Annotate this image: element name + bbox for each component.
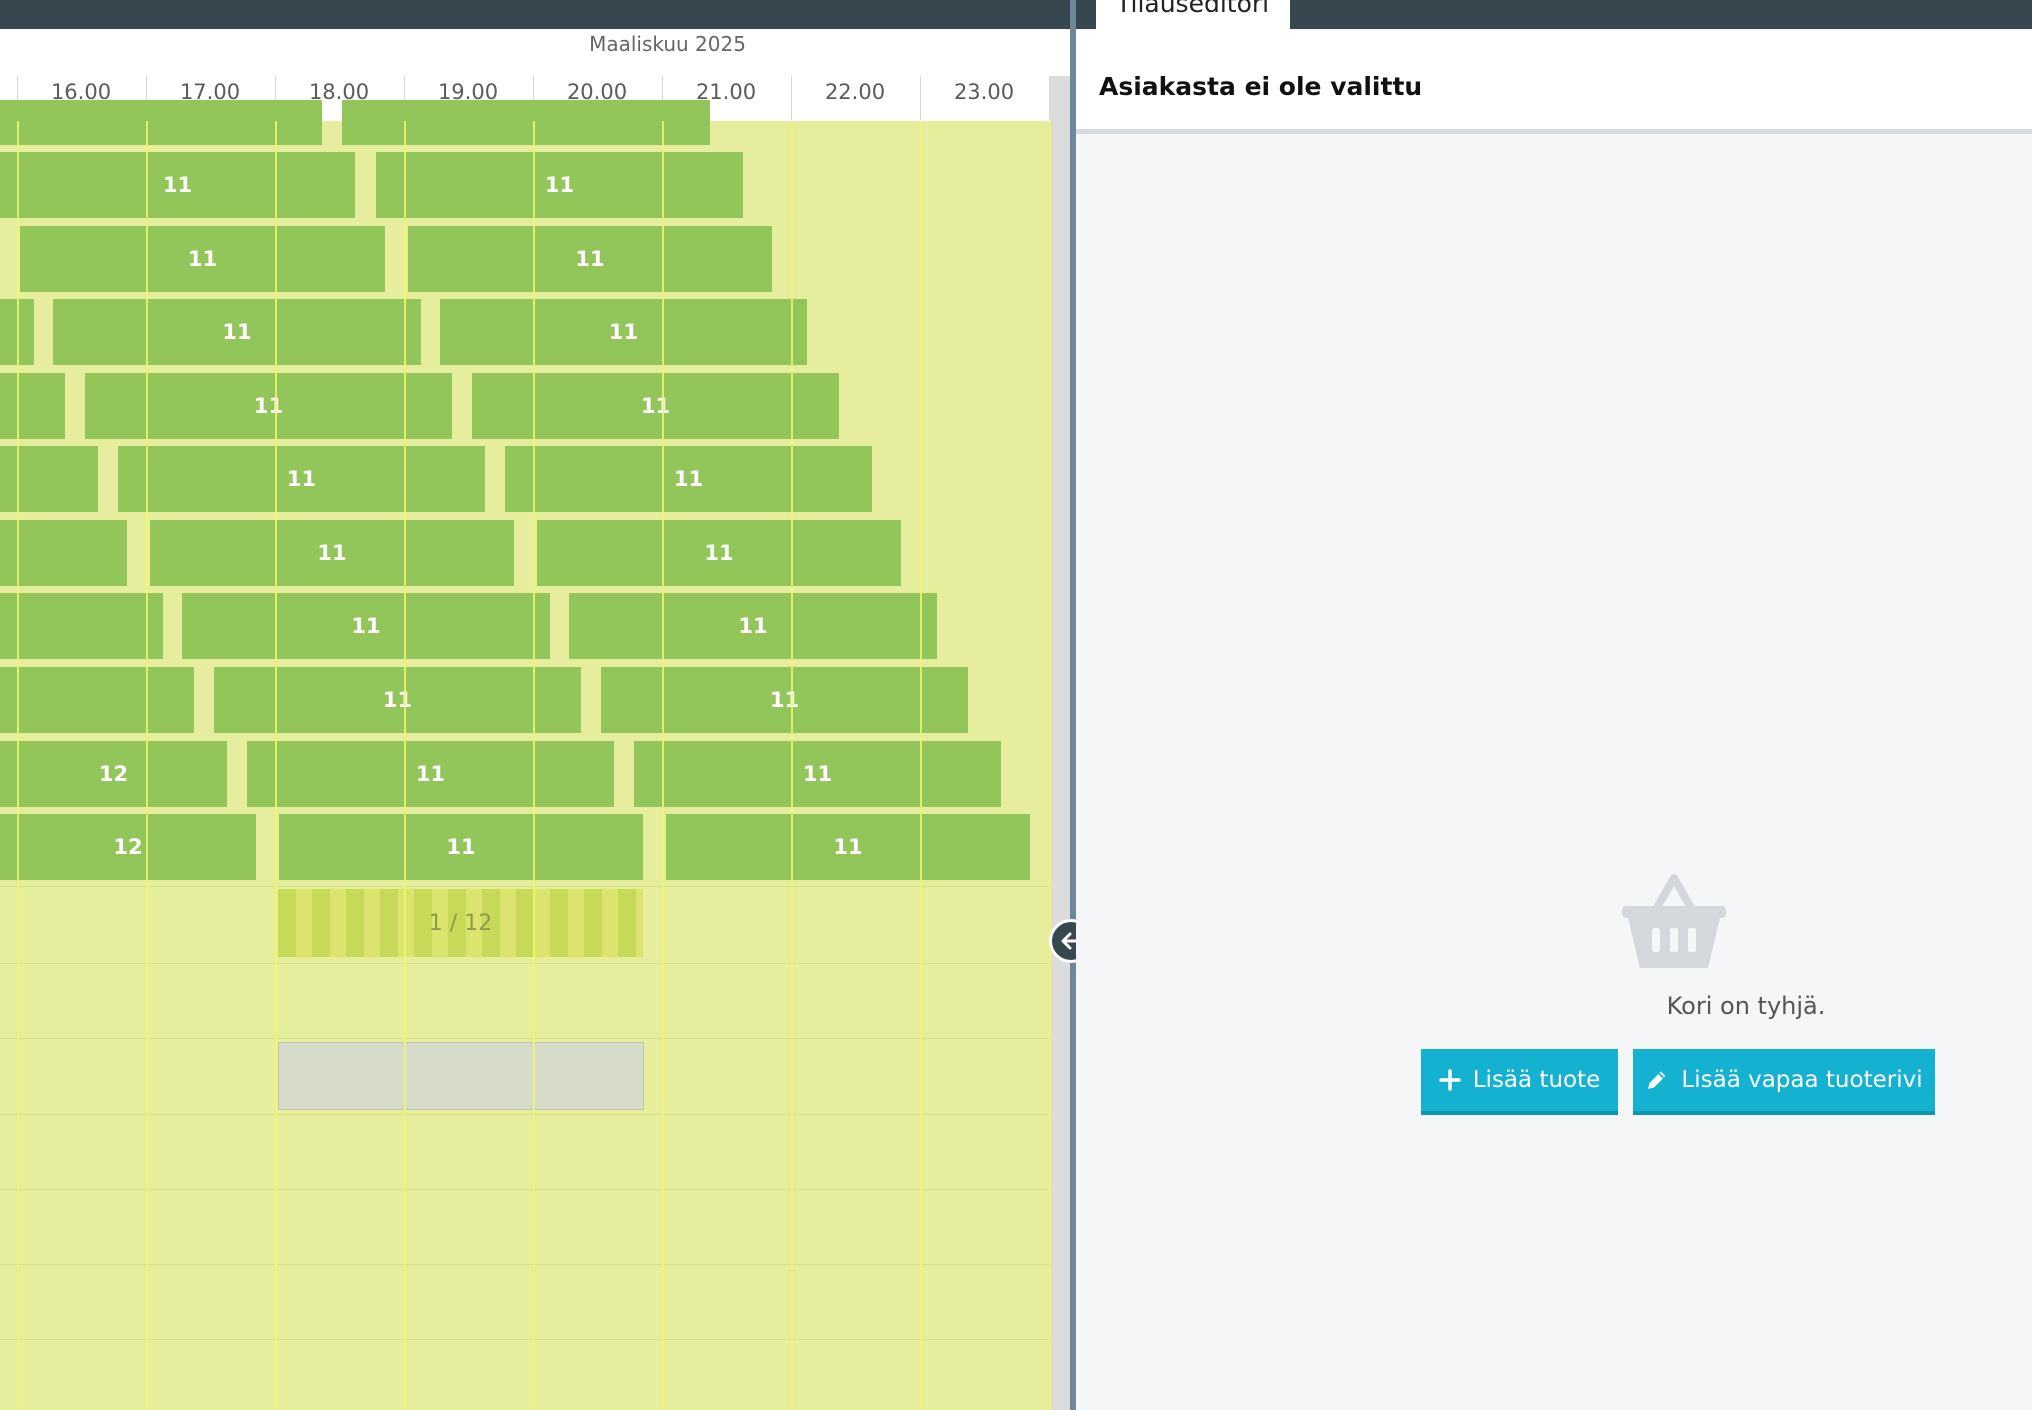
empty-cart-message: Kori on tyhjä. <box>1666 992 1826 1020</box>
hour-guide-line <box>275 121 277 1410</box>
booking-block[interactable]: 11 <box>537 520 901 586</box>
booking-block[interactable]: 11 <box>0 152 355 218</box>
hour-tick <box>275 76 276 120</box>
booking-block[interactable] <box>0 593 163 659</box>
booking-block[interactable]: 11 <box>279 814 643 880</box>
booking-block[interactable] <box>0 373 65 439</box>
booking-block[interactable]: 11 <box>20 226 385 292</box>
hour-tick <box>920 76 921 120</box>
row-divider <box>0 1114 1050 1115</box>
hour-guide-line <box>920 121 922 1410</box>
booking-block[interactable]: 12 <box>0 814 256 880</box>
hour-guide-line <box>533 121 535 1410</box>
timeline-scrollbar[interactable] <box>1050 76 1070 1410</box>
booking-block[interactable]: 11 <box>569 593 937 659</box>
booking-block[interactable]: 11 <box>376 152 743 218</box>
hour-guide-line <box>791 121 793 1410</box>
booking-block[interactable]: 11 <box>53 299 421 365</box>
booking-block[interactable]: 11 <box>182 593 550 659</box>
row-divider <box>0 963 1050 964</box>
booking-block[interactable] <box>342 100 710 145</box>
customer-header: Asiakasta ei ole valittu <box>1076 30 2032 134</box>
booking-block[interactable]: 11 <box>634 741 1001 807</box>
booking-block[interactable]: 11 <box>472 373 839 439</box>
hour-guide-line <box>17 121 19 1410</box>
booking-block[interactable]: 11 <box>118 446 485 512</box>
booking-block[interactable]: 11 <box>247 741 614 807</box>
booking-block[interactable] <box>0 520 127 586</box>
add-free-product-row-button[interactable]: Lisää vapaa tuoterivi <box>1633 1049 1935 1115</box>
add-product-button[interactable]: Lisää tuote <box>1421 1049 1618 1115</box>
plus-icon <box>1438 1069 1461 1091</box>
booking-block[interactable]: 11 <box>214 667 581 733</box>
pencil-icon <box>1648 1071 1666 1089</box>
row-divider <box>0 1264 1050 1265</box>
customer-status: Asiakasta ei ole valittu <box>1099 72 1423 101</box>
hour-tick <box>662 76 663 120</box>
booking-block[interactable] <box>0 100 322 145</box>
hour-tick <box>404 76 405 120</box>
order-editor-panel: Tilauseditori Asiakasta ei ole valittu K… <box>1076 0 2032 1410</box>
booking-block[interactable]: 11 <box>85 373 452 439</box>
placeholder-block[interactable] <box>278 1042 644 1110</box>
row-divider <box>0 886 1050 887</box>
hour-tick <box>17 76 18 120</box>
hour-label: 22.00 <box>824 80 886 104</box>
booking-block[interactable] <box>0 667 194 733</box>
booking-block[interactable]: 11 <box>408 226 772 292</box>
hour-guide-line <box>404 121 406 1410</box>
booking-block[interactable]: 12 <box>0 741 227 807</box>
tab-order-editor[interactable]: Tilauseditori <box>1096 0 1290 30</box>
row-divider <box>0 1189 1050 1190</box>
hour-guide-line <box>1049 121 1051 1410</box>
hour-tick <box>791 76 792 120</box>
hour-guide-line <box>146 121 148 1410</box>
booking-block[interactable]: 11 <box>666 814 1030 880</box>
timeline-panel: Maaliskuu 2025 16.00 17.00 18.00 19.00 2… <box>0 0 1070 1410</box>
timeline-topbar <box>0 0 1070 29</box>
booking-block[interactable]: 11 <box>601 667 968 733</box>
month-label: Maaliskuu 2025 <box>589 32 746 56</box>
hour-tick <box>1049 76 1050 120</box>
booking-block[interactable]: 11 <box>440 299 807 365</box>
add-product-label: Lisää tuote <box>1472 1067 1601 1093</box>
hour-tick <box>533 76 534 120</box>
booking-block[interactable] <box>0 446 98 512</box>
basket-icon <box>1622 874 1726 968</box>
booking-block[interactable]: 11 <box>505 446 872 512</box>
booking-block[interactable]: 11 <box>150 520 514 586</box>
hour-guide-line <box>662 121 664 1410</box>
hour-label: 23.00 <box>953 80 1015 104</box>
add-free-product-row-label: Lisää vapaa tuoterivi <box>1681 1067 1923 1093</box>
panel-divider[interactable] <box>1070 0 1076 1410</box>
row-divider <box>0 1038 1050 1039</box>
hour-tick <box>146 76 147 120</box>
row-divider <box>0 1339 1050 1340</box>
pending-booking-block[interactable]: 1 / 12 <box>278 889 643 957</box>
